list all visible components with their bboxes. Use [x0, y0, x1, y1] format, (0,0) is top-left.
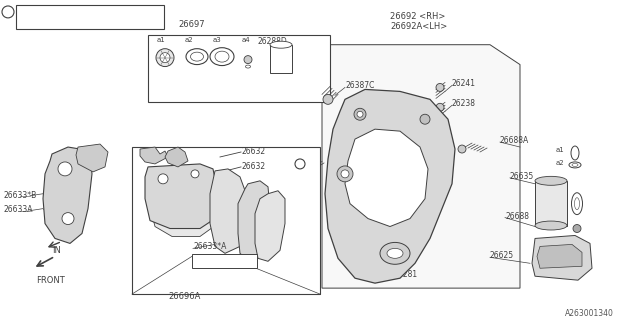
Text: 26632: 26632	[242, 162, 266, 171]
Polygon shape	[165, 147, 188, 167]
Circle shape	[62, 212, 74, 225]
Circle shape	[156, 49, 174, 67]
Text: 26288D: 26288D	[258, 37, 288, 46]
Text: a2: a2	[556, 160, 564, 166]
Polygon shape	[76, 144, 108, 172]
Text: 26633A: 26633A	[3, 205, 33, 214]
Polygon shape	[43, 147, 92, 244]
Polygon shape	[150, 167, 220, 236]
Text: 26692A<LH>: 26692A<LH>	[390, 22, 447, 31]
Text: a3: a3	[556, 191, 564, 197]
Bar	[16, 5, 164, 29]
Text: IN: IN	[52, 246, 61, 255]
Ellipse shape	[270, 41, 292, 48]
Circle shape	[354, 108, 366, 120]
Polygon shape	[325, 89, 455, 283]
Text: 26696A: 26696A	[169, 292, 201, 301]
Ellipse shape	[210, 48, 234, 66]
Circle shape	[341, 170, 349, 178]
Text: ('20MY-): ('20MY-)	[85, 18, 116, 27]
Ellipse shape	[387, 248, 403, 258]
Ellipse shape	[215, 51, 229, 62]
Bar	[148, 35, 330, 102]
Text: a2: a2	[185, 37, 194, 43]
Ellipse shape	[191, 52, 204, 61]
Ellipse shape	[572, 164, 578, 166]
Text: a1: a1	[157, 37, 166, 43]
Text: FIG.281: FIG.281	[388, 270, 417, 279]
Ellipse shape	[572, 240, 582, 245]
Polygon shape	[140, 147, 168, 164]
Text: 26635: 26635	[510, 172, 534, 181]
Circle shape	[160, 53, 170, 63]
Text: a1: a1	[556, 147, 564, 153]
Circle shape	[357, 111, 363, 117]
Polygon shape	[322, 45, 520, 288]
Text: 26633*B: 26633*B	[3, 191, 36, 200]
Text: a3: a3	[213, 37, 221, 43]
Text: 26625: 26625	[490, 252, 514, 260]
Ellipse shape	[569, 162, 581, 168]
Text: M000317: M000317	[18, 7, 54, 16]
Bar	[132, 147, 320, 294]
Circle shape	[436, 84, 444, 92]
Bar	[192, 254, 257, 268]
Text: 26633*A: 26633*A	[194, 243, 227, 252]
Circle shape	[573, 225, 581, 233]
Polygon shape	[345, 129, 428, 227]
Ellipse shape	[186, 49, 208, 65]
Polygon shape	[537, 244, 582, 268]
Polygon shape	[145, 164, 218, 228]
Text: 26688A: 26688A	[500, 136, 529, 145]
Text: M260024: M260024	[18, 18, 54, 27]
Text: 1: 1	[298, 161, 302, 167]
Bar	[535, 181, 567, 226]
Circle shape	[420, 114, 430, 124]
Ellipse shape	[535, 176, 567, 185]
Circle shape	[436, 103, 444, 111]
Polygon shape	[255, 191, 285, 261]
Text: 26387C: 26387C	[345, 82, 374, 91]
Circle shape	[191, 170, 199, 178]
Text: A263001340: A263001340	[565, 309, 614, 318]
Ellipse shape	[571, 146, 579, 160]
Polygon shape	[238, 181, 270, 260]
Polygon shape	[210, 169, 248, 253]
Circle shape	[323, 94, 333, 104]
Ellipse shape	[380, 243, 410, 264]
Text: 26697: 26697	[179, 20, 205, 29]
Ellipse shape	[246, 65, 250, 68]
Text: 26633*C: 26633*C	[194, 256, 227, 265]
Text: a4: a4	[242, 37, 251, 43]
Ellipse shape	[575, 198, 579, 210]
Bar	[270, 45, 292, 73]
Text: 26632: 26632	[242, 147, 266, 156]
Text: FRONT: FRONT	[36, 276, 65, 285]
Text: a4: a4	[556, 224, 564, 229]
Polygon shape	[532, 236, 592, 280]
Text: 26238: 26238	[452, 99, 476, 108]
Circle shape	[158, 174, 168, 184]
Text: 26241: 26241	[452, 79, 476, 89]
Text: 26688: 26688	[505, 212, 529, 220]
Circle shape	[295, 159, 305, 169]
Text: 26692 <RH>: 26692 <RH>	[390, 12, 445, 21]
Circle shape	[337, 166, 353, 182]
Ellipse shape	[535, 221, 567, 230]
Circle shape	[458, 145, 466, 153]
Text: ( -'19MY): ( -'19MY)	[85, 7, 119, 16]
Text: 1: 1	[6, 9, 10, 15]
Text: a1: a1	[556, 236, 564, 243]
Ellipse shape	[572, 193, 582, 215]
Circle shape	[244, 56, 252, 64]
Circle shape	[2, 6, 14, 18]
Circle shape	[58, 162, 72, 176]
